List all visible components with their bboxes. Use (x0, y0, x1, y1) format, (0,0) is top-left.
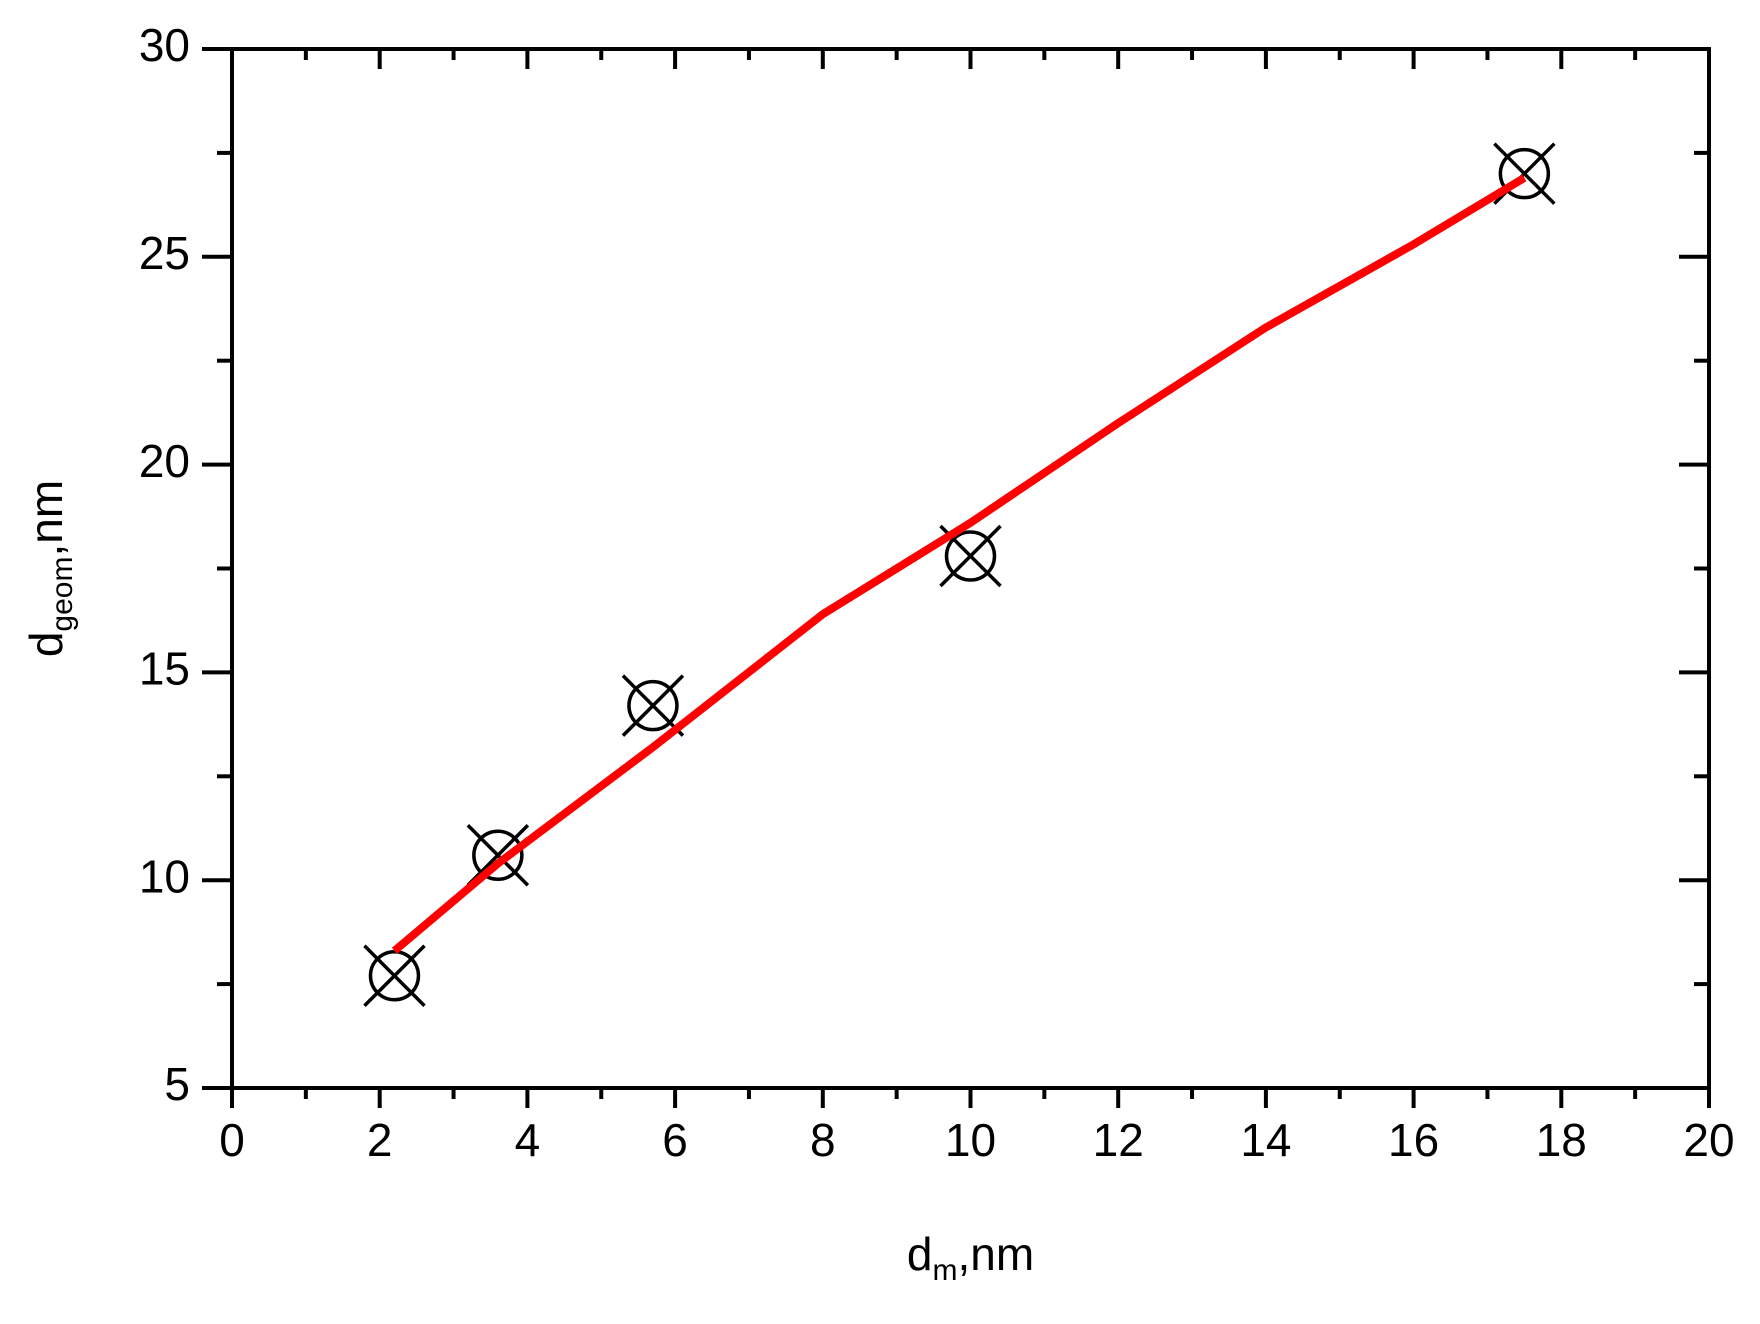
x-tick-label: 0 (219, 1114, 245, 1166)
y-tick-label: 30 (139, 19, 190, 71)
x-tick-label: 20 (1683, 1114, 1734, 1166)
y_label-main: d (20, 632, 72, 658)
y-tick-label: 20 (139, 435, 190, 487)
x-tick-label: 14 (1240, 1114, 1291, 1166)
marker-cross (363, 944, 426, 1008)
marker-circle (1498, 147, 1551, 200)
y-tick-label: 5 (164, 1058, 190, 1110)
marker-cross (621, 674, 685, 737)
x-tick-label: 12 (1093, 1114, 1144, 1166)
x-tick-label: 8 (810, 1114, 836, 1166)
marker-circle (472, 829, 524, 882)
marker-circle (944, 530, 997, 582)
x-tick-label: 6 (662, 1114, 688, 1166)
marker (363, 944, 426, 1008)
y_label: dgeom,nm (20, 480, 79, 657)
plot-frame (230, 47, 1711, 1090)
marker-circle (368, 950, 421, 1002)
marker (621, 674, 685, 737)
y-tick-label: 10 (139, 850, 190, 902)
y-tick-label: 15 (139, 643, 190, 695)
x-tick-label: 4 (515, 1114, 541, 1166)
x-tick-label: 10 (945, 1114, 996, 1166)
x-tick-label: 2 (367, 1114, 393, 1166)
x_label-sub: m (932, 1254, 957, 1287)
y_label-rest: ,nm (20, 480, 72, 557)
x_label-main: d (907, 1228, 933, 1280)
x_label: dm,nm (907, 1228, 1034, 1287)
x-tick-label: 16 (1388, 1114, 1439, 1166)
x_label-rest: ,nm (957, 1228, 1034, 1280)
marker-circle (627, 679, 679, 732)
x-tick-label: 18 (1536, 1114, 1587, 1166)
y-tick-label: 25 (139, 227, 190, 279)
fit-line (391, 174, 1527, 954)
y_label-sub: geom (46, 557, 79, 632)
